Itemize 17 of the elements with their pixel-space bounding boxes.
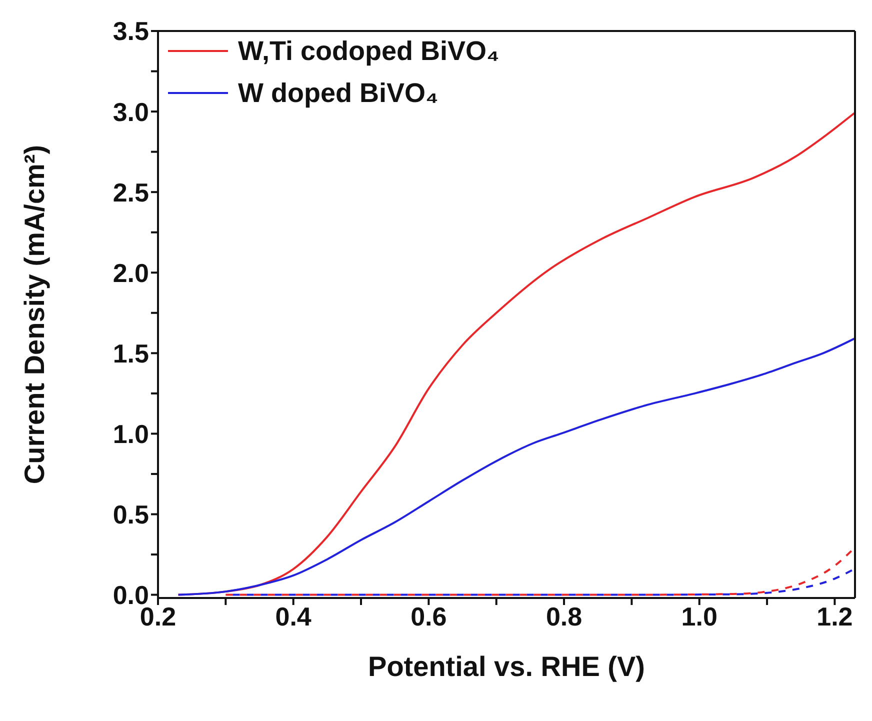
y-tick-label: 3.5 <box>112 16 149 46</box>
y-tick-label: 1.5 <box>112 338 149 368</box>
x-tick-label: 0.4 <box>275 601 312 632</box>
x-axis-title: Potential vs. RHE (V) <box>368 651 645 682</box>
line-series <box>177 338 855 596</box>
legend-label: W doped BiVO₄ <box>238 78 438 108</box>
legend-label: W,Ti codoped BiVO₄ <box>238 36 500 66</box>
y-tick-label: 3.0 <box>112 96 149 127</box>
y-tick-label: 0.5 <box>112 499 149 530</box>
x-tick-label: 1.0 <box>681 601 718 632</box>
y-axis-title: Current Density (mA/cm²) <box>18 144 50 484</box>
x-tick-label: 0.8 <box>546 601 582 632</box>
x-tick-label: 1.2 <box>816 601 853 632</box>
y-tick-label: 2.5 <box>112 177 149 208</box>
y-tick-label: 1.0 <box>112 418 149 449</box>
y-tick-label: 2.0 <box>112 258 149 288</box>
x-tick-label: 0.6 <box>410 601 447 632</box>
